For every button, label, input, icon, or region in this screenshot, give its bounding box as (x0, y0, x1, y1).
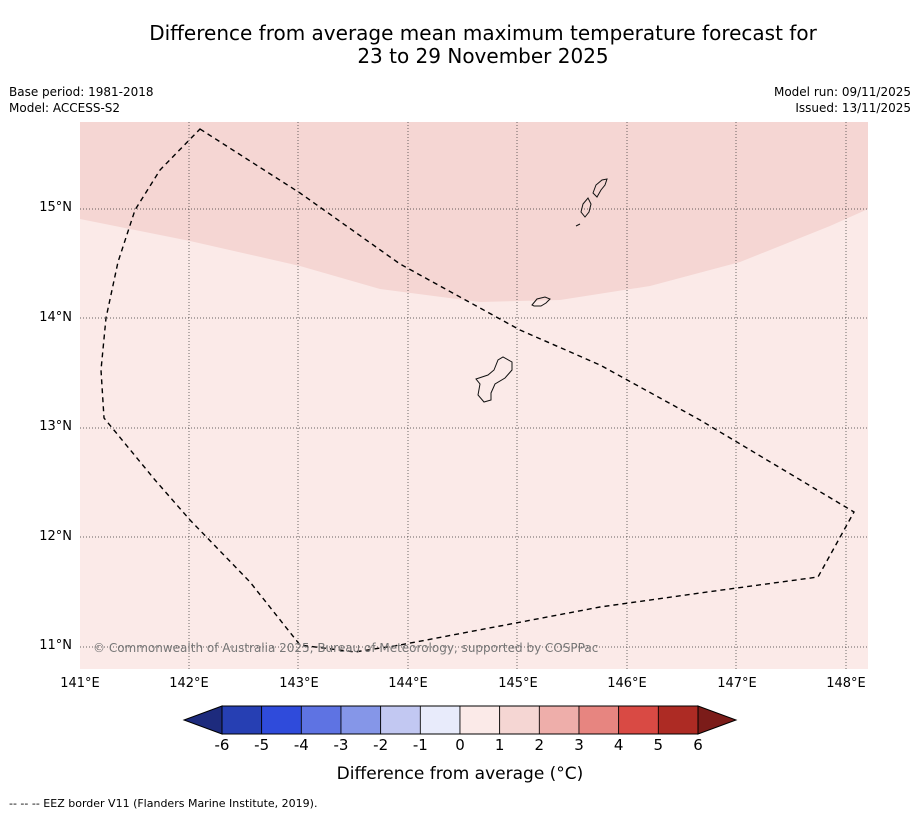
lat-label-11: 11°N (39, 638, 72, 653)
colorbar-tick-label: -3 (333, 736, 349, 754)
lon-label-144: 144°E (388, 676, 428, 691)
colorbar (182, 705, 738, 735)
colorbar-over-arrow (697, 705, 738, 735)
colorbar-segment (618, 705, 659, 735)
lat-label-15: 15°N (39, 200, 72, 215)
colorbar-segment (221, 705, 263, 735)
colorbar-tick-label: -1 (412, 736, 428, 754)
islands (475, 178, 608, 403)
footer-text: -- -- -- EEZ border V11 (Flanders Marine… (9, 797, 318, 810)
model-run-text: Model run: 09/11/2025 (773, 85, 911, 99)
meta-right: Model run: 09/11/2025 Issued: 13/11/2025 (774, 84, 911, 116)
title-line-1: Difference from average mean maximum tem… (149, 21, 817, 45)
colorbar-segment (300, 705, 342, 735)
colorbar-segment (657, 705, 699, 735)
colorbar-tick-label: 6 (693, 736, 703, 754)
colorbar-tick-label: 0 (455, 736, 465, 754)
colorbar-segment (499, 705, 540, 735)
chart-title: Difference from average mean maximum tem… (0, 22, 919, 68)
lat-label-14: 14°N (39, 310, 72, 325)
colorbar-tick-label: 2 (534, 736, 545, 754)
colorbar-title: Difference from average (°C) (336, 764, 584, 784)
lon-label-141: 141°E (60, 676, 100, 691)
base-period-text: Base period: 1981-2018 (9, 85, 154, 99)
colorbar-tick-label: 3 (574, 736, 584, 754)
eez-border (100, 128, 855, 653)
island-aguijan (575, 223, 581, 227)
lon-label-145: 145°E (498, 676, 538, 691)
colorbar-segment (578, 705, 620, 735)
island-tinian (580, 197, 592, 218)
colorbar-tick-label: -2 (373, 736, 389, 754)
lat-label-12: 12°N (39, 529, 72, 544)
colorbar-under-arrow (182, 705, 223, 735)
colorbar-segment (380, 705, 421, 735)
title-line-2: 23 to 29 November 2025 (357, 44, 609, 68)
colorbar-tick-label: 5 (653, 736, 664, 754)
colorbar-frame (221, 705, 699, 735)
island-guam (475, 356, 513, 403)
lat-label-13: 13°N (39, 419, 72, 434)
lon-label-143: 143°E (279, 676, 319, 691)
colorbar-tick-label: -5 (254, 736, 270, 754)
lon-label-147: 147°E (717, 676, 757, 691)
copyright-text: © Commonwealth of Australia 2025, Bureau… (93, 641, 599, 655)
colorbar-tick-label: -6 (214, 736, 230, 754)
colorbar-tick-label: -4 (293, 736, 309, 754)
colorbar-segment (538, 705, 580, 735)
meta-left: Base period: 1981-2018 Model: ACCESS-S2 (9, 84, 154, 116)
colorbar-segment (261, 705, 302, 735)
colorbar-segment (459, 705, 501, 735)
lon-label-148: 148°E (826, 676, 866, 691)
lon-label-146: 146°E (607, 676, 647, 691)
region-1-to-2 (80, 122, 868, 302)
colorbar-segment (340, 705, 382, 735)
island-rota (531, 296, 551, 307)
gridlines (80, 122, 868, 669)
colorbar-tick-label: 1 (494, 736, 505, 754)
lon-label-142: 142°E (169, 676, 209, 691)
colorbar-segment (419, 705, 461, 735)
island-saipan (592, 178, 608, 198)
issued-text: Issued: 13/11/2025 (795, 101, 911, 115)
model-text: Model: ACCESS-S2 (9, 101, 121, 115)
colorbar-tick-label: 4 (613, 736, 624, 754)
